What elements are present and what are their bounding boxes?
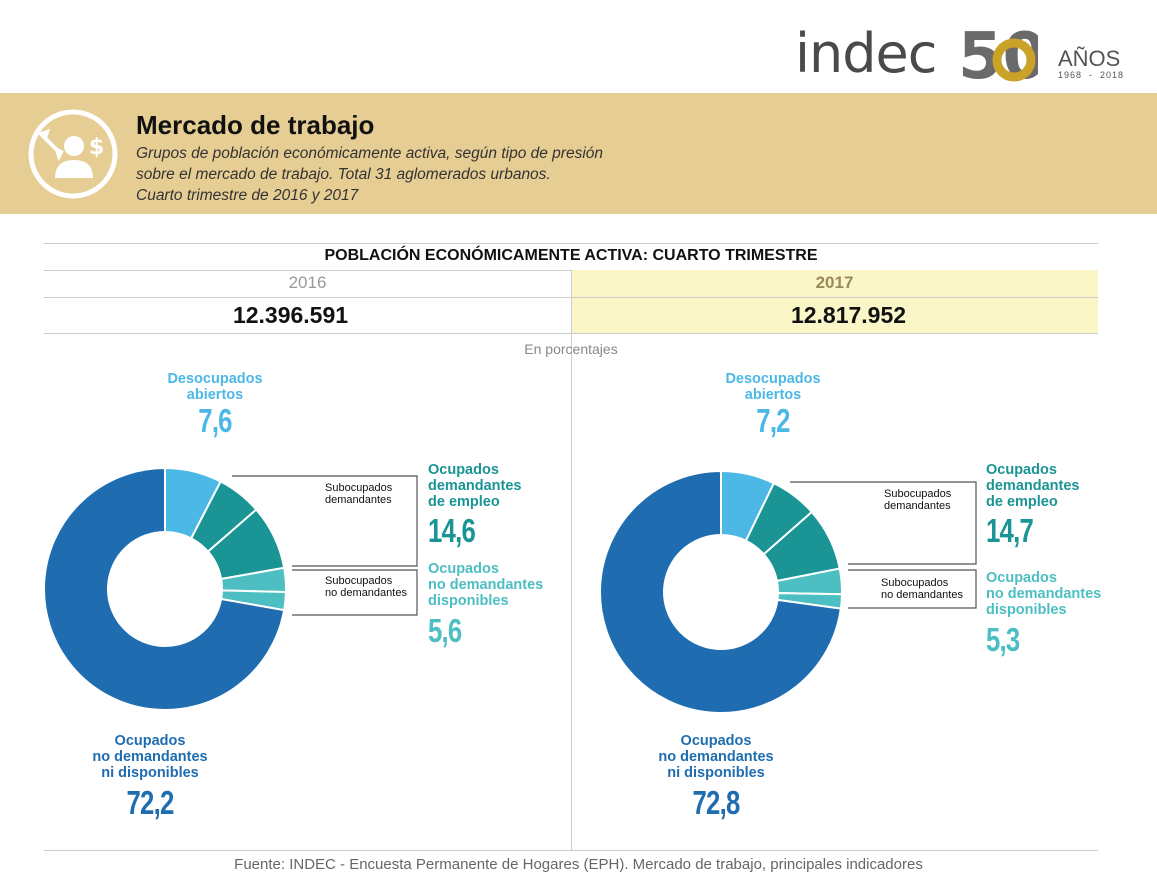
value-ocupados-ni-disponibles-2016: 72,2 [126,784,175,821]
indec-logo-text: indec [795,22,937,85]
worker-money-icon: $ [28,109,118,199]
label-subocupados-no-demandantes-2017: Subocupados no demandantes [881,577,963,601]
donut-2016 [43,466,287,711]
label-ocupados-disponibles-2016: Ocupados no demandantes disponibles [428,561,544,609]
source-note: Fuente: INDEC - Encuesta Permanente de H… [234,856,923,873]
column-divider [571,270,572,850]
logo-50-anniversary: 50 [958,20,1038,90]
column-2017-highlight [571,270,1098,333]
table-title: POBLACIÓN ECONÓMICAMENTE ACTIVA: CUARTO … [324,247,818,264]
label-subocupados-demandantes-2017: Subocupados demandantes [884,488,952,512]
donut-2017 [599,469,843,714]
year-2017: 2017 [815,273,854,292]
bracket-demandantes-2016 [232,475,418,567]
subtitle-line-2: sobre el mercado de trabajo. Total 31 ag… [136,166,551,183]
unit-note: En porcentajes [524,341,618,357]
label-subocupados-demandantes-2016: Subocupados demandantes [325,482,393,506]
table-top-rule [44,243,1098,244]
logo-anos: AÑOS [1058,46,1121,71]
value-ocupados-ni-disponibles-2017: 72,8 [692,784,741,821]
svg-text:$: $ [89,135,104,160]
label-ocupados-ni-disponibles-2017: Ocupados no demandantes ni disponibles [658,733,774,781]
value-ocupados-disponibles-2017: 5,3 [986,621,1020,658]
value-ocupados-disponibles-2016: 5,6 [428,612,462,649]
bracket-no-demandantes-2017 [848,569,977,609]
label-ocupados-ni-disponibles-2016: Ocupados no demandantes ni disponibles [92,733,208,781]
value-desocupados-2017: 7,2 [756,402,790,439]
label-subocupados-no-demandantes-2016: Subocupados no demandantes [325,575,407,599]
label-desocupados-2016: Desocupados abiertos [167,371,263,403]
footer-rule [44,850,1098,851]
logo-years: 1968 - 2018 [1058,70,1125,80]
total-2017: 12.817.952 [790,302,907,328]
slice-ocupados-ni-disponibles-2016 [43,466,286,711]
bracket-no-demandantes-2016 [292,569,418,616]
title-banner [0,93,1157,214]
subtitle-line-1: Grupos de población económicamente activ… [136,145,604,162]
subtitle-line-3: Cuarto trimestre de 2016 y 2017 [136,187,359,204]
slice-ocupados-ni-disponibles-2017 [599,469,842,714]
page-title: Mercado de trabajo [136,110,375,140]
value-ocupados-demandantes-2016: 14,6 [428,512,476,549]
value-desocupados-2016: 7,6 [198,402,232,439]
year-2016: 2016 [288,273,327,292]
label-desocupados-2017: Desocupados abiertos [725,371,821,403]
label-ocupados-disponibles-2017: Ocupados no demandantes disponibles [986,570,1102,618]
label-ocupados-demandantes-2016: Ocupados demandantes de empleo [428,462,522,510]
value-ocupados-demandantes-2017: 14,7 [986,512,1034,549]
bracket-demandantes-2017 [790,481,977,565]
label-ocupados-demandantes-2017: Ocupados demandantes de empleo [986,462,1080,510]
total-2016: 12.396.591 [232,302,349,328]
